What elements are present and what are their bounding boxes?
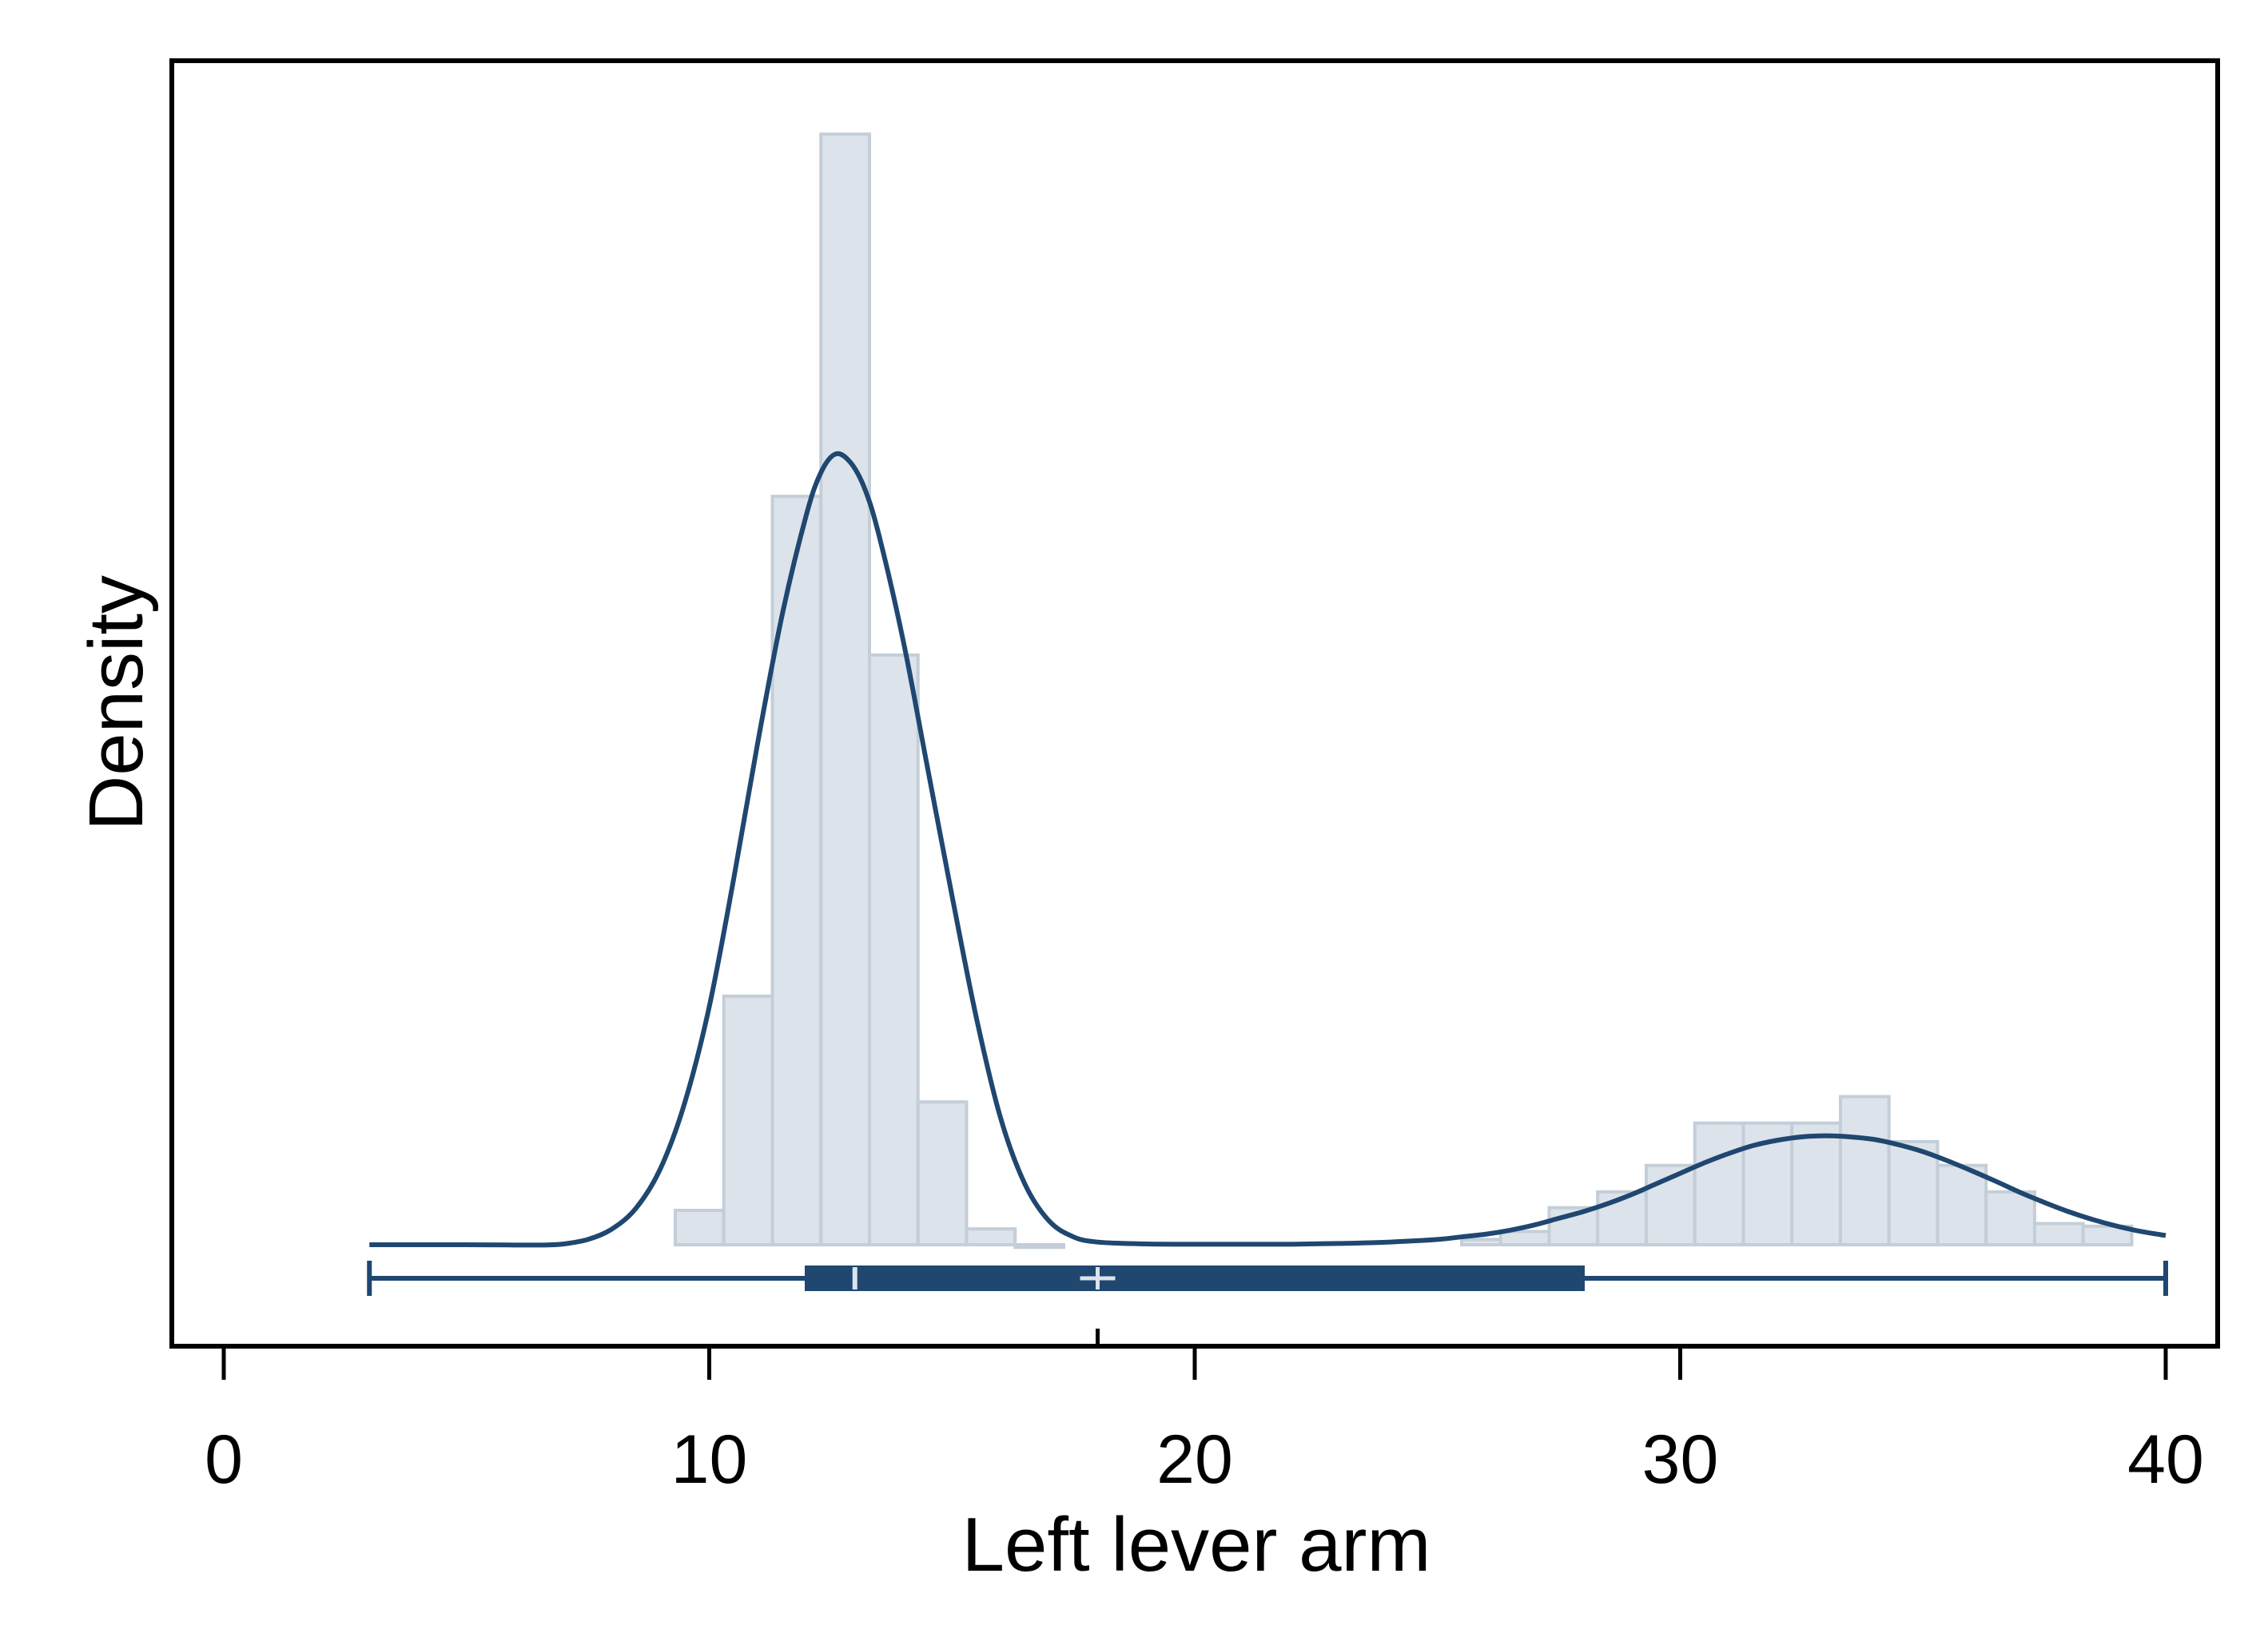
y-axis-title: Density [74, 575, 159, 831]
histogram-bar-20 [2032, 1222, 2085, 1247]
histogram-bar-6 [965, 1227, 1017, 1247]
histogram-bar-7 [1013, 1243, 1065, 1250]
x-tick-label-3: 30 [1642, 1421, 1719, 1498]
histogram-bar-8 [1460, 1238, 1502, 1247]
density-curve-layer [369, 451, 2167, 1248]
histogram-bar-13 [1693, 1121, 1745, 1246]
x-axis: 0 10 20 30 40 [205, 1346, 2204, 1498]
histogram-bar-0 [673, 1208, 726, 1246]
x-tick-label-2: 20 [1156, 1421, 1233, 1498]
histogram-bar-15 [1790, 1121, 1842, 1246]
x-tick-label-4: 40 [2127, 1421, 2204, 1498]
box-plot [367, 1261, 2168, 1346]
x-axis-title: Left lever arm [962, 1502, 1431, 1587]
histogram-bar-17 [1887, 1139, 1940, 1247]
histogram-bar-16 [1838, 1095, 1891, 1247]
histogram-bar-9 [1498, 1230, 1551, 1246]
x-tick-label-0: 0 [205, 1421, 243, 1498]
histogram-bar-21 [2081, 1224, 2134, 1246]
x-tick-label-1: 10 [671, 1421, 748, 1498]
histogram-bar-19 [1984, 1190, 2036, 1247]
box-iqr [805, 1266, 1585, 1291]
density-curve [369, 451, 2167, 1248]
histogram-bar-2 [770, 495, 823, 1246]
histogram-bar-4 [867, 653, 920, 1246]
histogram-bars [673, 132, 2134, 1250]
histogram-bar-18 [1936, 1163, 1988, 1246]
histogram-bar-1 [722, 994, 774, 1246]
histogram-bar-5 [916, 1100, 969, 1247]
histogram-bar-3 [819, 132, 871, 1246]
